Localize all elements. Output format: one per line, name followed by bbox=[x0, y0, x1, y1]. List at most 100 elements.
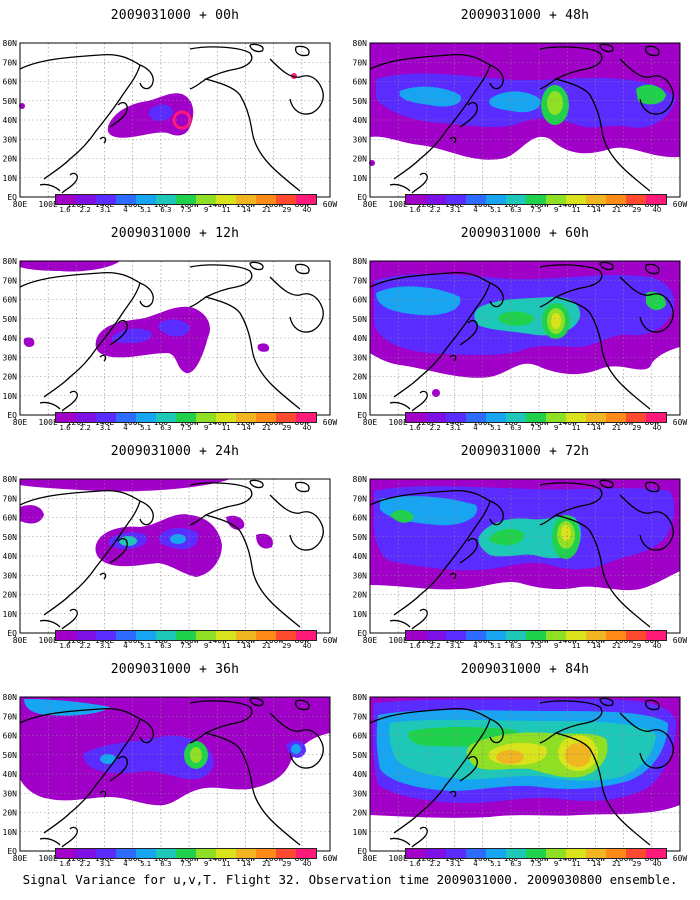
colorbar-label: 11 bbox=[571, 206, 581, 214]
colorbar-swatch bbox=[486, 849, 506, 858]
map-panel-12h: 2009031000 + 12h EQ 10N 20N 30N 40N 50N 60N 70N… bbox=[0, 218, 340, 432]
colorbar-label: 9 bbox=[553, 860, 559, 868]
lat-tick-label: 70N bbox=[353, 494, 368, 503]
coastline bbox=[539, 732, 557, 744]
map-grid bbox=[20, 261, 330, 415]
colorbar-swatches bbox=[405, 194, 667, 205]
colorbar-swatches bbox=[55, 412, 317, 423]
coastlines bbox=[369, 479, 674, 630]
lat-tick-label: 70N bbox=[3, 276, 18, 285]
colorbar-swatch bbox=[406, 413, 426, 422]
colorbar-swatch bbox=[236, 413, 256, 422]
colorbar-label: 21 bbox=[612, 424, 622, 432]
lat-tick-label: 50N bbox=[3, 315, 18, 324]
colorbar-swatch bbox=[586, 413, 606, 422]
colorbar-label: 5.1 bbox=[490, 642, 502, 650]
colorbar-swatch bbox=[446, 849, 466, 858]
colorbar-swatch bbox=[506, 631, 526, 640]
lon-tick-label: 80E bbox=[363, 418, 378, 427]
colorbar-swatch bbox=[176, 631, 196, 640]
colorbar-swatch bbox=[196, 849, 216, 858]
colorbar-label: 29 bbox=[632, 206, 642, 214]
colorbar-label: 4 bbox=[473, 424, 478, 432]
lon-tick-label: 100E bbox=[39, 418, 58, 427]
coastline bbox=[449, 572, 457, 580]
lat-tick-label: 60N bbox=[353, 732, 368, 741]
colorbar-swatch bbox=[446, 195, 466, 204]
colorbar-swatch bbox=[156, 195, 176, 204]
colorbar-label: 14 bbox=[591, 642, 601, 650]
colorbar-swatch bbox=[586, 631, 606, 640]
colorbar-swatch bbox=[276, 849, 296, 858]
colorbar-label: 14 bbox=[241, 424, 251, 432]
coastline bbox=[61, 172, 78, 194]
lon-tick-label: 80E bbox=[13, 418, 28, 427]
colorbar-swatch bbox=[426, 849, 446, 858]
colorbar-swatch bbox=[276, 413, 296, 422]
lat-tick-label: 10N bbox=[353, 610, 368, 619]
coastline bbox=[61, 826, 78, 848]
lon-tick-label: 100E bbox=[389, 854, 408, 863]
lon-tick-label: 60W bbox=[323, 200, 338, 209]
colorbar-swatch bbox=[76, 631, 96, 640]
panel-title: 2009031000 + 12h bbox=[110, 226, 240, 241]
colorbar-swatch bbox=[486, 413, 506, 422]
coastline bbox=[294, 699, 310, 711]
coastline bbox=[389, 401, 411, 410]
coastline bbox=[369, 53, 491, 180]
colorbar-swatches bbox=[55, 630, 317, 641]
lat-tick-label: 30N bbox=[3, 571, 18, 580]
coastline bbox=[411, 172, 428, 194]
lat-tick-label: 10N bbox=[3, 828, 18, 837]
colorbar-label: 9 bbox=[553, 206, 559, 214]
colorbar-swatch bbox=[606, 631, 626, 640]
lat-tick-label: 60N bbox=[353, 514, 368, 523]
colorbar-swatch bbox=[96, 849, 116, 858]
coastline bbox=[644, 45, 660, 57]
coastline bbox=[19, 271, 141, 398]
colorbar-label: 6.3 bbox=[510, 424, 522, 432]
coastline bbox=[269, 494, 324, 551]
map-panel-72h: 2009031000 + 72h EQ 10N 20N 30N 40N 50N 60N 70N… bbox=[350, 436, 690, 650]
lat-tick-label: 20N bbox=[353, 591, 368, 600]
coastline bbox=[619, 712, 674, 769]
colorbar-swatch bbox=[136, 413, 156, 422]
colorbar-label: 40 bbox=[652, 424, 662, 432]
colorbar-label: 5.1 bbox=[490, 424, 502, 432]
lat-tick-label: 10N bbox=[353, 392, 368, 401]
colorbar-label: 3.1 bbox=[449, 860, 461, 868]
colorbar-label: 11 bbox=[571, 424, 581, 432]
lat-tick-label: 20N bbox=[3, 591, 18, 600]
lon-tick-label: 100E bbox=[39, 636, 58, 645]
colorbar-swatch bbox=[236, 195, 256, 204]
colorbar-label: 1.6 bbox=[409, 642, 421, 650]
colorbar-label: 6.3 bbox=[510, 642, 522, 650]
coastlines bbox=[369, 43, 674, 194]
colorbar-label: 1.6 bbox=[409, 424, 421, 432]
colorbar-swatch bbox=[566, 849, 586, 858]
panel-title: 2009031000 + 72h bbox=[460, 444, 590, 459]
coastline bbox=[369, 707, 491, 834]
colorbar-label: 6.3 bbox=[160, 424, 172, 432]
colorbar-labels: 1.6 2.2 3.1 4 5.1 6.3 7.5 9 11 14 21 29 40 bbox=[405, 641, 667, 651]
colorbar-swatch bbox=[156, 849, 176, 858]
colorbar-label: 1.6 bbox=[409, 206, 421, 214]
lat-tick-label: 20N bbox=[353, 155, 368, 164]
lon-tick-label: 80E bbox=[363, 636, 378, 645]
colorbar-swatch bbox=[566, 413, 586, 422]
lat-tick-label: 80N bbox=[353, 475, 368, 484]
colorbar-swatch bbox=[486, 195, 506, 204]
colorbar-label: 3.1 bbox=[449, 206, 461, 214]
coastline bbox=[489, 500, 504, 526]
colorbar-label: 7.5 bbox=[180, 642, 192, 650]
variance-field bbox=[20, 261, 270, 374]
coastline bbox=[61, 608, 78, 630]
lat-tick-label: 50N bbox=[3, 97, 18, 106]
colorbar-swatch bbox=[96, 195, 116, 204]
colorbar-swatch bbox=[56, 413, 76, 422]
colorbar-label: 1.6 bbox=[59, 206, 71, 214]
coastlines bbox=[369, 697, 674, 848]
lat-tick-label: 30N bbox=[3, 353, 18, 362]
colorbar-label: 21 bbox=[262, 860, 272, 868]
colorbar-label: 1.6 bbox=[59, 424, 71, 432]
